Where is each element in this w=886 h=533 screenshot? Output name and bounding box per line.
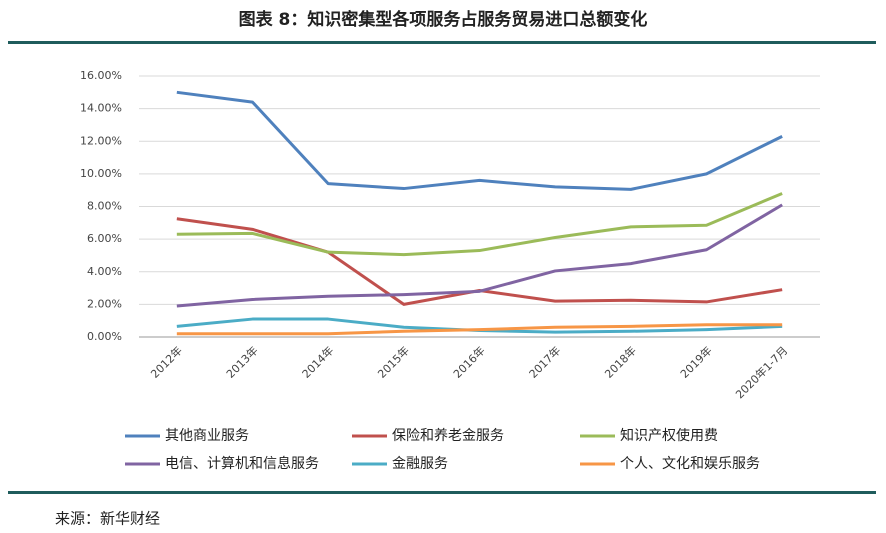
y-tick-label: 6.00% xyxy=(87,232,122,245)
y-tick-label: 16.00% xyxy=(80,69,122,82)
y-tick-label: 10.00% xyxy=(80,167,122,180)
series-line xyxy=(176,203,783,308)
x-tick-label: 2012年 xyxy=(148,343,185,380)
y-tick-label: 2.00% xyxy=(87,297,122,310)
source: 来源：新华财经 xyxy=(55,510,160,528)
legend-label: 电信、计算机和信息服务 xyxy=(165,455,319,472)
x-tick-label: 2019年 xyxy=(677,343,714,380)
x-tick-label: 2017年 xyxy=(526,343,563,380)
series-line xyxy=(176,192,783,257)
legend-label: 保险和养老金服务 xyxy=(392,428,504,444)
title-rule xyxy=(8,41,876,44)
y-tick-label: 12.00% xyxy=(80,134,122,147)
x-tick-label: 2013年 xyxy=(223,343,260,380)
chart-title: 图表 8：知识密集型各项服务占服务贸易进口总额变化 xyxy=(239,9,648,30)
y-tick-label: 14.00% xyxy=(80,102,122,115)
legend-label: 知识产权使用费 xyxy=(620,427,718,444)
legend-label: 金融服务 xyxy=(392,456,448,472)
series-line xyxy=(176,90,783,191)
x-tick-label: 2014年 xyxy=(299,343,336,380)
y-tick-label: 0.00% xyxy=(87,330,122,343)
x-tick-label: 2015年 xyxy=(375,343,412,380)
x-tick-label: 2018年 xyxy=(602,343,639,380)
x-tick-label: 2016年 xyxy=(450,343,487,380)
y-tick-label: 4.00% xyxy=(87,265,122,278)
series-line xyxy=(176,323,783,336)
legend-label: 其他商业服务 xyxy=(165,428,249,444)
source-rule xyxy=(8,491,876,494)
legend-label: 个人、文化和娱乐服务 xyxy=(620,456,760,472)
x-tick-label: 2020年1-7月 xyxy=(732,343,790,401)
y-tick-label: 8.00% xyxy=(87,200,122,213)
